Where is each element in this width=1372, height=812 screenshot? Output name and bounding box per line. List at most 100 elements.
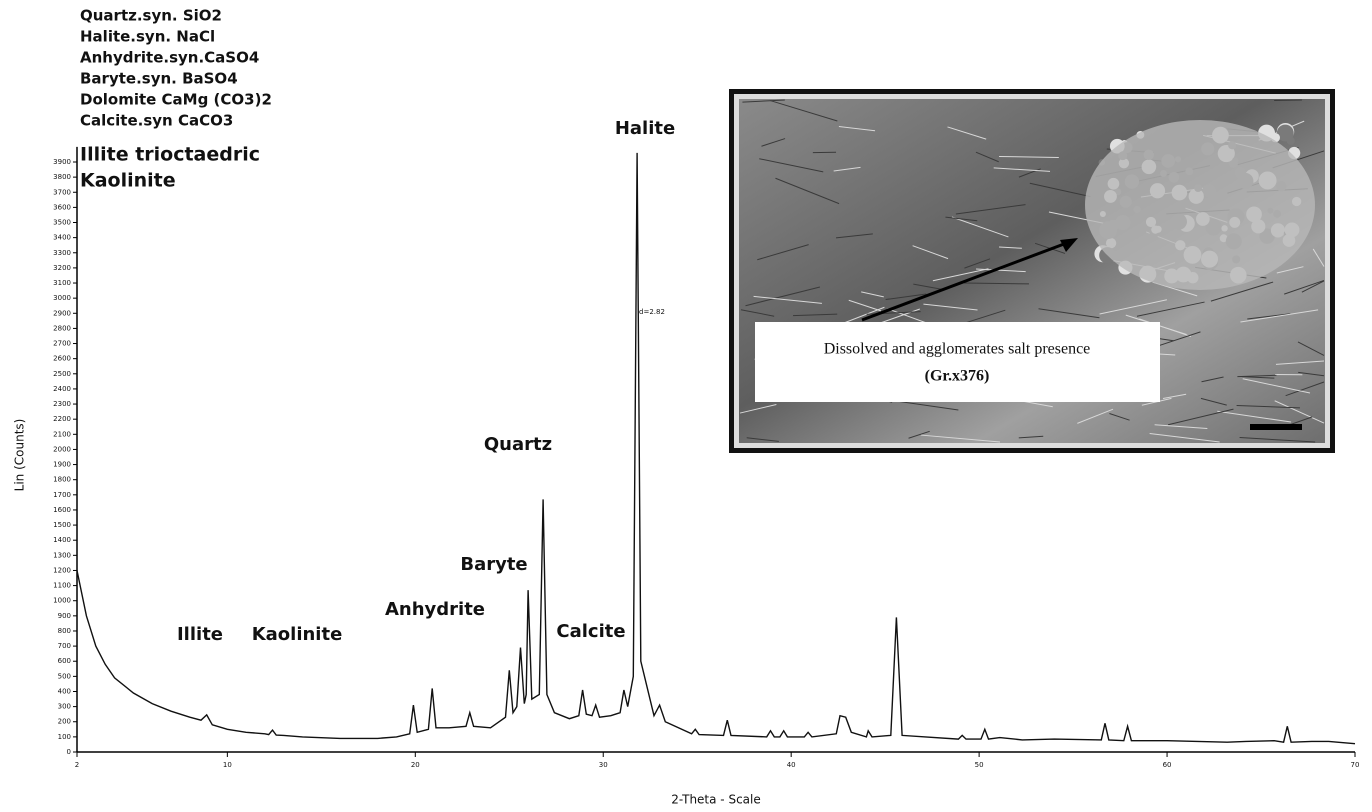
y-tick-label: 800 [58,627,71,635]
sem-ridge [746,437,779,442]
phase-label: Anhydrite [385,599,485,620]
sem-ridge [1217,410,1292,423]
sem-ridge [976,268,1026,273]
sem-ridge [739,404,777,414]
sem-ridge [947,126,987,140]
sem-ridge [1136,301,1205,317]
y-tick-label: 1800 [53,476,71,484]
sem-ridge [835,233,873,239]
phase-label: Illite [177,624,223,645]
sem-ridge [993,167,1051,172]
sem-ridge [1200,397,1227,406]
sem-ridge [1077,408,1114,424]
sem-ridge [913,283,946,291]
x-tick-label: 40 [787,761,796,769]
sem-ridge [1276,266,1304,274]
phase-name: Illite trioctaedric [80,144,260,166]
sem-grain [1276,124,1294,142]
sem-ridge [1018,435,1044,439]
y-tick-label: 400 [58,687,71,695]
sem-ridge [955,204,1026,215]
x-tick-label: 70 [1351,761,1360,769]
y-tick-label: 2700 [53,340,71,348]
sem-ridge [745,286,821,307]
sem-ridge [1301,280,1325,293]
y-tick-label: 1200 [53,566,71,574]
x-tick-label: 2 [75,761,79,769]
phase-label: Calcite [556,621,625,642]
peak-d-label: d=2.82 [639,308,665,316]
y-tick-label: 1400 [53,536,71,544]
sem-ridge [770,100,838,122]
sem-ridge [1240,309,1319,323]
sem-ridge [1285,381,1325,397]
arrow-shaft [861,239,1073,322]
sem-ridge [1038,308,1100,319]
y-tick-label: 3400 [53,234,71,242]
y-tick-label: 3100 [53,279,71,287]
y-tick-label: 2100 [53,430,71,438]
sem-ridge [1242,378,1311,394]
inset-caption: (Gr.x376) [925,368,990,385]
sem-ridge [945,216,978,222]
inset-caption: Dissolved and agglomerates salt presence [824,341,1091,358]
y-tick-label: 3700 [53,188,71,196]
sem-ridge [742,99,785,103]
sem-ridge [963,282,1029,285]
sem-ridge [1149,433,1220,443]
y-tick-label: 1700 [53,491,71,499]
y-tick-label: 1000 [53,597,71,605]
y-tick-label: 100 [58,733,71,741]
y-tick-label: 1600 [53,506,71,514]
sem-ridge [848,299,882,312]
phase-name: Halite.syn. NaCl [80,28,215,46]
sem-ridge [885,293,927,301]
sem-ridge [761,138,786,147]
y-tick-label: 2400 [53,385,71,393]
y-tick-label: 3800 [53,173,71,181]
sem-ridge [1312,248,1325,267]
salt-agglomerate [1085,120,1315,290]
x-tick-label: 20 [411,761,420,769]
y-tick-label: 2300 [53,400,71,408]
y-tick-label: 3900 [53,158,71,166]
sem-inset: Dissolved and agglomerates salt presence… [729,89,1335,453]
phase-label: Kaolinite [252,624,343,645]
sem-ridge [1275,360,1325,365]
phase-name: Kaolinite [80,170,176,192]
sem-ridge [932,268,989,282]
sem-ridge [1247,313,1291,320]
sem-ridge [1241,376,1275,379]
x-tick-label: 30 [599,761,608,769]
y-tick-label: 1500 [53,521,71,529]
y-tick-label: 700 [58,642,71,650]
sem-ridge [793,313,838,317]
x-tick-label: 10 [223,761,232,769]
sem-ridge [838,126,876,132]
phase-name: Quartz.syn. SiO2 [80,7,222,25]
sem-ridge [1239,437,1316,443]
y-tick-label: 2500 [53,370,71,378]
phase-name: Anhydrite.syn.CaSO4 [80,49,259,67]
phase-name: Baryte.syn. BaSO4 [80,70,238,88]
scale-bar [1250,424,1302,430]
y-tick-label: 500 [58,672,71,680]
sem-ridge [964,258,991,269]
phase-name: Calcite.syn CaCO3 [80,112,233,130]
y-tick-label: 200 [58,718,71,726]
sem-ridge [1297,341,1325,356]
caption-box [755,322,1160,402]
y-tick-label: 2800 [53,324,71,332]
sem-ridge [912,245,949,260]
y-tick-label: 1300 [53,551,71,559]
sem-ridge [1236,405,1300,409]
x-tick-label: 60 [1163,761,1172,769]
y-tick-label: 300 [58,703,71,711]
y-axis-label: Lin (Counts) [13,419,27,492]
phase-label: Quartz [484,434,552,455]
sem-ridge [999,246,1022,249]
y-tick-label: 3000 [53,294,71,302]
sem-ridge [975,151,999,163]
sem-ridge [1162,393,1187,399]
y-tick-label: 2000 [53,445,71,453]
